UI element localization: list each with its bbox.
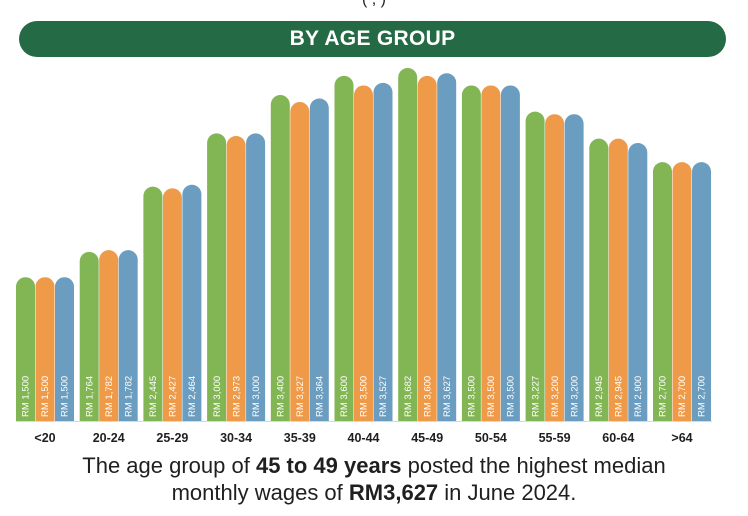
cropped-subtitle: ( , ) [0,0,748,9]
bar-value-label: RM 3,500 [486,376,497,417]
caption-text: The age group of [82,453,256,478]
bar-value-label: RM 1,782 [123,376,134,417]
bar-value-label: RM 3,000 [212,376,223,417]
x-tick-label: <20 [34,431,55,445]
bar-value-label: RM 3,500 [359,376,370,417]
x-tick-label: 25-29 [156,431,188,445]
bar-25-29-series-2 [162,188,182,421]
bar-value-label: RM 3,000 [251,376,262,417]
bar-value-label: RM 3,327 [295,376,306,417]
bar-<20-series-1 [16,277,35,421]
bar-value-label: RM 3,682 [403,376,414,417]
bar-25-29-series-1 [143,186,163,421]
bar-30-34-series-1 [207,133,227,421]
bar-45-49-series-1 [398,68,418,421]
bar-value-label: RM 2,445 [148,376,159,417]
x-tick-label: 60-64 [602,431,634,445]
x-tick-label: 40-44 [348,431,380,445]
bar-value-label: RM 3,627 [442,376,453,417]
caption-highlight-wage: RM3,627 [348,480,439,505]
bar-<20-series-2 [35,277,55,421]
bar-40-44-series-2 [354,85,373,421]
bar-value-label: RM 1,500 [60,376,71,417]
bar-value-label: RM 3,500 [506,376,517,417]
bar-value-label: RM 2,700 [697,376,708,417]
bar-20-24-series-1 [79,251,99,421]
caption-text: posted the highest median [401,453,666,478]
chart-caption: The age group of 45 to 49 years posted t… [0,452,748,506]
caption-highlight-age: 45 to 49 years [255,453,402,478]
bar-60-64-series-1 [589,138,609,421]
bar-value-label: RM 2,464 [187,376,198,417]
bar-value-label: RM 2,427 [168,376,179,417]
bar->64-series-3 [692,162,711,421]
bar-25-29-series-3 [182,184,202,421]
bar-value-label: RM 3,600 [339,376,350,417]
bar-55-59-series-1 [525,111,545,421]
bar-value-label: RM 1,764 [84,376,95,417]
bar-value-label: RM 1,500 [21,376,32,417]
section-title: BY AGE GROUP [289,27,456,50]
bar-value-label: RM 2,700 [658,376,669,417]
bar-value-label: RM 2,700 [677,376,688,417]
bar-50-54-series-2 [481,85,501,421]
bar-60-64-series-3 [628,142,648,421]
bar-value-label: RM 3,227 [530,376,541,417]
bar-value-label: RM 1,500 [40,376,51,417]
bar-value-label: RM 3,364 [315,376,326,417]
bar-45-49-series-2 [417,75,437,422]
x-tick-label: 30-34 [220,431,252,445]
x-tick-label: 55-59 [539,431,571,445]
bar-20-24-series-3 [118,250,138,421]
bar->64-series-1 [653,162,672,421]
bar-50-54-series-3 [500,85,520,421]
bar-value-label: RM 3,200 [569,376,580,417]
bar-value-label: RM 3,600 [422,376,433,417]
bar-<20-series-3 [55,277,74,421]
bar-60-64-series-2 [608,138,628,421]
bar-value-label: RM 3,500 [467,376,478,417]
bar-value-label: RM 3,200 [550,376,561,417]
bar-30-34-series-3 [246,133,266,421]
x-tick-label: 35-39 [284,431,316,445]
bar-20-24-series-2 [99,250,119,421]
bar-value-label: RM 3,527 [378,376,389,417]
bar-35-39-series-2 [290,102,310,421]
bar-chart: RM 1,500 RM 1,500 RM 1,500 <20 RM 1,764 RM 1,… [16,68,712,445]
bar-value-label: RM 2,945 [614,376,625,417]
bar-value-label: RM 3,400 [276,376,287,417]
section-header: BY AGE GROUP [19,21,726,57]
x-tick-label: >64 [671,431,692,445]
bar-40-44-series-1 [334,75,354,422]
bar-55-59-series-3 [564,114,584,422]
bar-value-label: RM 2,945 [594,376,605,417]
bar-55-59-series-2 [545,114,565,422]
bar-45-49-series-3 [437,73,457,421]
caption-line-1: The age group of 45 to 49 years posted t… [0,452,748,479]
bar-30-34-series-2 [226,135,246,421]
caption-text: in June 2024. [438,480,577,505]
x-tick-label: 45-49 [411,431,443,445]
bar-35-39-series-3 [309,98,329,421]
x-tick-label: 20-24 [93,431,125,445]
bar->64-series-2 [672,162,692,421]
caption-line-2: monthly wages of RM3,627 in June 2024. [0,479,748,506]
bar-value-label: RM 2,973 [231,376,242,417]
caption-text: monthly wages of [171,480,349,505]
bar-50-54-series-1 [461,85,481,421]
x-tick-label: 50-54 [475,431,507,445]
bar-40-44-series-3 [373,82,393,421]
bar-35-39-series-1 [270,95,290,421]
bar-value-label: RM 1,782 [104,376,115,417]
bar-value-label: RM 2,900 [633,376,644,417]
